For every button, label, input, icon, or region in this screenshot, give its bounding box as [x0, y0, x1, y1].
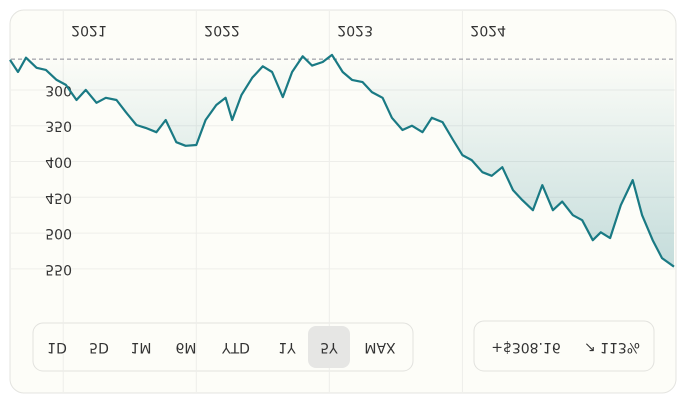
price-line: [9, 53, 675, 268]
range-button[interactable]: MAX: [364, 339, 396, 355]
y-tick-label: 350: [45, 118, 72, 134]
area: [10, 54, 674, 267]
y-tick-label: 400: [45, 154, 72, 170]
range-button[interactable]: 1Y: [278, 339, 296, 355]
change-box: [473, 320, 655, 372]
range-button[interactable]: 6M: [176, 339, 197, 355]
x-tick-label: 2022: [204, 22, 240, 38]
range-selected: [308, 326, 350, 368]
change-percent: ↗ 113%: [584, 339, 640, 355]
y-tick-label: 450: [45, 189, 72, 205]
y-tick-label: 550: [45, 261, 72, 277]
x-tick-label: 2021: [71, 22, 107, 38]
range-button[interactable]: 5Y: [320, 339, 338, 355]
range-button[interactable]: 1M: [131, 339, 152, 355]
range-button[interactable]: 1D: [47, 339, 67, 355]
change-amount: +$308.16: [491, 339, 561, 355]
y-tick-label: 500: [45, 225, 72, 241]
x-tick-label: 2023: [337, 22, 373, 38]
range-button[interactable]: 5D: [89, 339, 109, 355]
x-tick-label: 2024: [470, 22, 506, 38]
range-button[interactable]: YTD: [221, 339, 250, 355]
